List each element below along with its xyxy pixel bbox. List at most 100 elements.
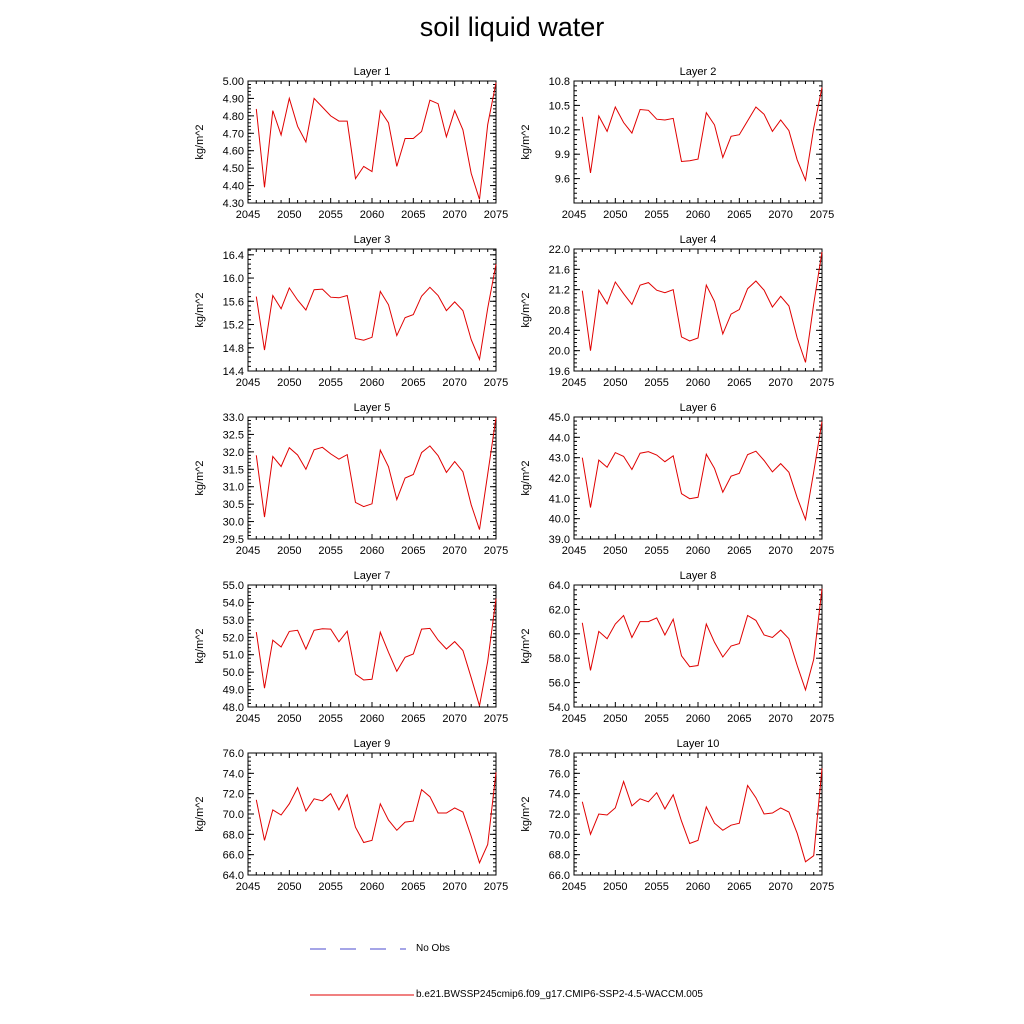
y-tick-label: 39.0: [549, 534, 570, 546]
y-tick-label: 68.0: [223, 829, 244, 841]
series-line: [255, 598, 497, 706]
x-tick-label: 2070: [768, 209, 792, 221]
y-tick-label: 72.0: [549, 809, 570, 821]
x-tick-label: 2050: [603, 713, 627, 725]
y-axis-label: kg/m^2: [194, 628, 206, 663]
x-tick-label: 2045: [562, 881, 586, 893]
x-tick-label: 2050: [603, 209, 627, 221]
plot-frame: [573, 80, 823, 204]
series-line: [255, 772, 497, 865]
y-tick-label: 54.0: [223, 597, 244, 609]
y-tick-label: 21.6: [549, 264, 570, 276]
x-tick-label: 2045: [236, 545, 260, 557]
y-axis-label: kg/m^2: [520, 628, 532, 663]
y-tick-label: 45.0: [549, 412, 570, 424]
legend-model-label: b.e21.BWSSP245cmip6.f09_g17.CMIP6-SSP2-4…: [416, 989, 703, 1000]
y-tick-label: 20.4: [549, 325, 570, 337]
y-tick-label: 74.0: [223, 768, 244, 780]
y-tick-label: 76.0: [549, 768, 570, 780]
x-tick-label: 2070: [442, 545, 466, 557]
y-axis-label: kg/m^2: [520, 124, 532, 159]
y-axis-label: kg/m^2: [520, 796, 532, 831]
x-tick-label: 2060: [360, 713, 384, 725]
x-tick-label: 2060: [360, 377, 384, 389]
x-tick-label: 2065: [727, 545, 751, 557]
panel-layer-10: Layer 10 kg/m^2 2045 2050 2055 2060 2065 2070 20…: [520, 738, 834, 893]
x-tick-label: 2075: [810, 545, 834, 557]
x-tick-label: 2060: [686, 209, 710, 221]
x-tick-label: 2065: [727, 713, 751, 725]
x-tick-label: 2060: [686, 377, 710, 389]
y-tick-label: 56.0: [549, 678, 570, 690]
panel-layer-5: Layer 5 kg/m^2 2045 2050 2055 2060 2065 2070 207…: [194, 402, 508, 557]
x-tick-label: 2070: [768, 377, 792, 389]
x-tick-label: 2065: [401, 713, 425, 725]
y-tick-label: 48.0: [223, 702, 244, 714]
x-tick-label: 2070: [442, 377, 466, 389]
x-tick-label: 2070: [768, 881, 792, 893]
x-tick-label: 2045: [236, 881, 260, 893]
x-tick-label: 2055: [318, 377, 342, 389]
y-tick-label: 15.6: [223, 296, 244, 308]
panel-title: Layer 10: [677, 738, 720, 750]
series-line: [581, 421, 823, 522]
x-tick-label: 2055: [644, 545, 668, 557]
panel-title: Layer 8: [680, 570, 717, 582]
x-tick-label: 2045: [562, 545, 586, 557]
y-tick-label: 64.0: [223, 870, 244, 882]
y-tick-label: 4.70: [223, 128, 244, 140]
x-tick-label: 2050: [603, 545, 627, 557]
y-tick-label: 4.40: [223, 181, 244, 193]
x-tick-label: 2045: [236, 209, 260, 221]
series-line: [581, 768, 823, 863]
x-tick-label: 2075: [484, 377, 508, 389]
x-tick-label: 2045: [236, 713, 260, 725]
y-axis-label: kg/m^2: [520, 292, 532, 327]
x-tick-label: 2045: [562, 377, 586, 389]
panel-title: Layer 1: [354, 66, 391, 78]
panel-title: Layer 4: [680, 234, 717, 246]
x-tick-label: 2055: [318, 881, 342, 893]
y-tick-label: 31.5: [223, 464, 244, 476]
x-tick-label: 2055: [644, 209, 668, 221]
y-tick-label: 42.0: [549, 473, 570, 485]
plot-frame: [247, 80, 497, 204]
x-tick-label: 2070: [768, 713, 792, 725]
x-tick-label: 2055: [318, 713, 342, 725]
x-tick-label: 2050: [603, 881, 627, 893]
panel-layer-8: Layer 8 kg/m^2 2045 2050 2055 2060 2065 2070 207…: [520, 570, 834, 725]
y-tick-label: 72.0: [223, 789, 244, 801]
x-tick-label: 2075: [810, 209, 834, 221]
x-tick-label: 2075: [810, 377, 834, 389]
y-axis-label: kg/m^2: [194, 292, 206, 327]
x-tick-label: 2055: [644, 377, 668, 389]
y-tick-label: 4.80: [223, 111, 244, 123]
y-tick-label: 5.00: [223, 76, 244, 88]
y-tick-label: 4.30: [223, 198, 244, 210]
y-tick-label: 16.4: [223, 250, 244, 262]
panel-title: Layer 7: [354, 570, 391, 582]
y-tick-label: 29.5: [223, 534, 244, 546]
x-tick-label: 2050: [277, 209, 301, 221]
x-tick-label: 2065: [727, 377, 751, 389]
x-tick-label: 2045: [562, 209, 586, 221]
x-tick-label: 2050: [277, 545, 301, 557]
y-tick-label: 14.8: [223, 343, 244, 355]
x-tick-label: 2075: [810, 881, 834, 893]
plot-frame: [573, 752, 823, 876]
series-line: [255, 82, 497, 200]
panel-title: Layer 9: [354, 738, 391, 750]
plot-frame: [247, 248, 497, 372]
y-tick-label: 49.0: [223, 685, 244, 697]
y-tick-label: 64.0: [549, 580, 570, 592]
x-tick-label: 2075: [484, 713, 508, 725]
x-tick-label: 2075: [810, 713, 834, 725]
y-tick-label: 10.5: [549, 100, 570, 112]
y-tick-label: 41.0: [549, 493, 570, 505]
y-tick-label: 76.0: [223, 748, 244, 760]
x-tick-label: 2065: [401, 377, 425, 389]
y-tick-label: 68.0: [549, 850, 570, 862]
x-tick-label: 2045: [562, 713, 586, 725]
panel-layer-4: Layer 4 kg/m^2 2045 2050 2055 2060 2065 2070 207…: [520, 234, 834, 389]
y-tick-label: 70.0: [223, 809, 244, 821]
